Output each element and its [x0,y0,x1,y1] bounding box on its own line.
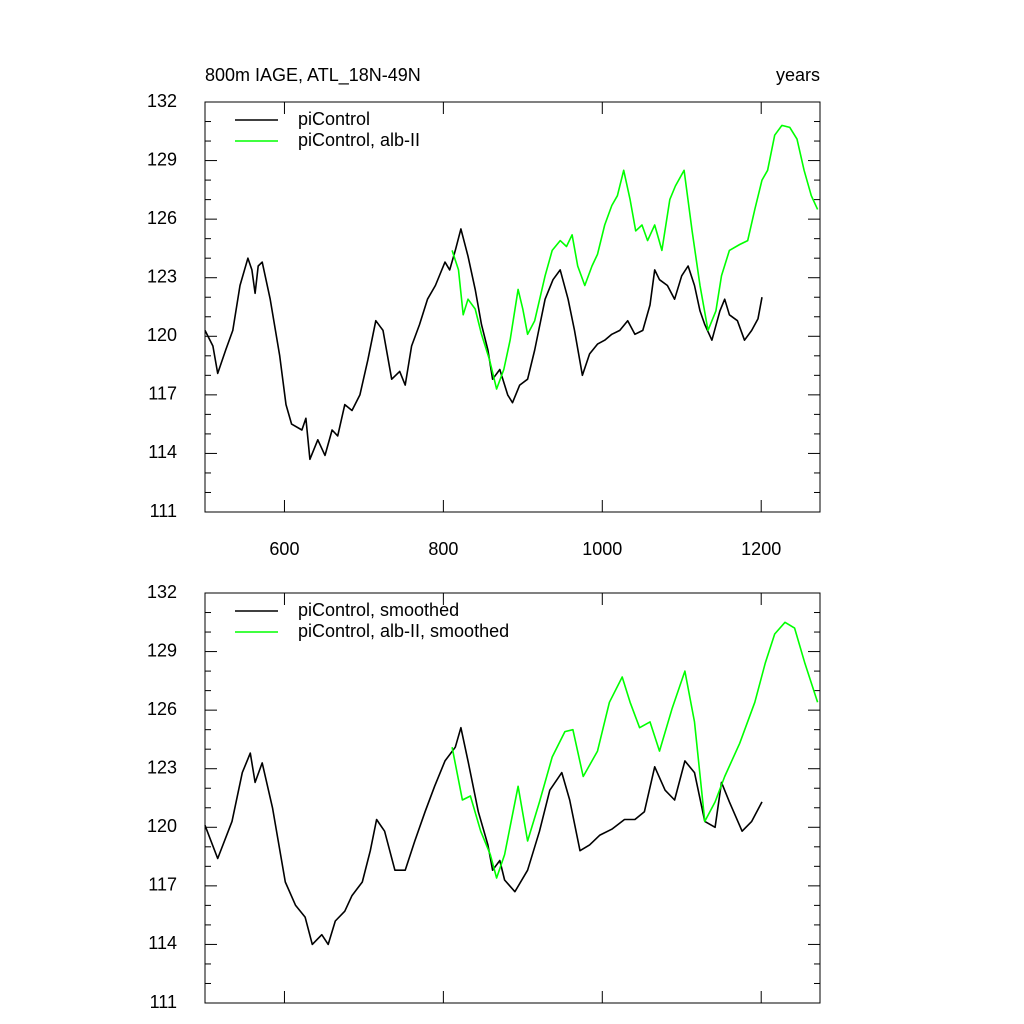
plot-frame [204,101,821,513]
y-tick-label: 120 [147,325,177,345]
y-tick-label: 111 [150,501,177,521]
x-tick-label: 1200 [741,539,781,559]
y-tick-label: 132 [147,91,177,111]
y-tick-label: 117 [148,875,177,895]
y-tick-label: 123 [147,266,177,286]
x-unit-label: years [776,65,820,85]
series-line [204,228,763,461]
plot-frame [204,592,821,1004]
y-tick-label: 126 [147,699,177,719]
chart-title: 800m IAGE, ATL_18N-49N [205,65,421,86]
series-line [204,726,763,946]
legend-label: piControl, alb-II, smoothed [298,621,509,641]
y-tick-label: 129 [147,640,177,660]
x-tick-label: 1000 [582,539,622,559]
y-tick-label: 117 [148,384,177,404]
legend-label: piControl, smoothed [298,600,459,620]
y-tick-label: 126 [147,208,177,228]
y-tick-label: 132 [147,582,177,602]
y-tick-label: 120 [147,816,177,836]
y-tick-label: 111 [150,992,177,1012]
series-line [451,621,819,879]
series-line [451,124,819,390]
legend-label: piControl, alb-II [298,130,420,150]
y-tick-label: 114 [148,442,177,462]
y-tick-label: 123 [147,757,177,777]
x-tick-label: 800 [428,539,458,559]
y-tick-label: 114 [148,933,177,953]
y-tick-label: 129 [147,149,177,169]
x-tick-label: 600 [269,539,299,559]
legend-label: piControl [298,109,370,129]
